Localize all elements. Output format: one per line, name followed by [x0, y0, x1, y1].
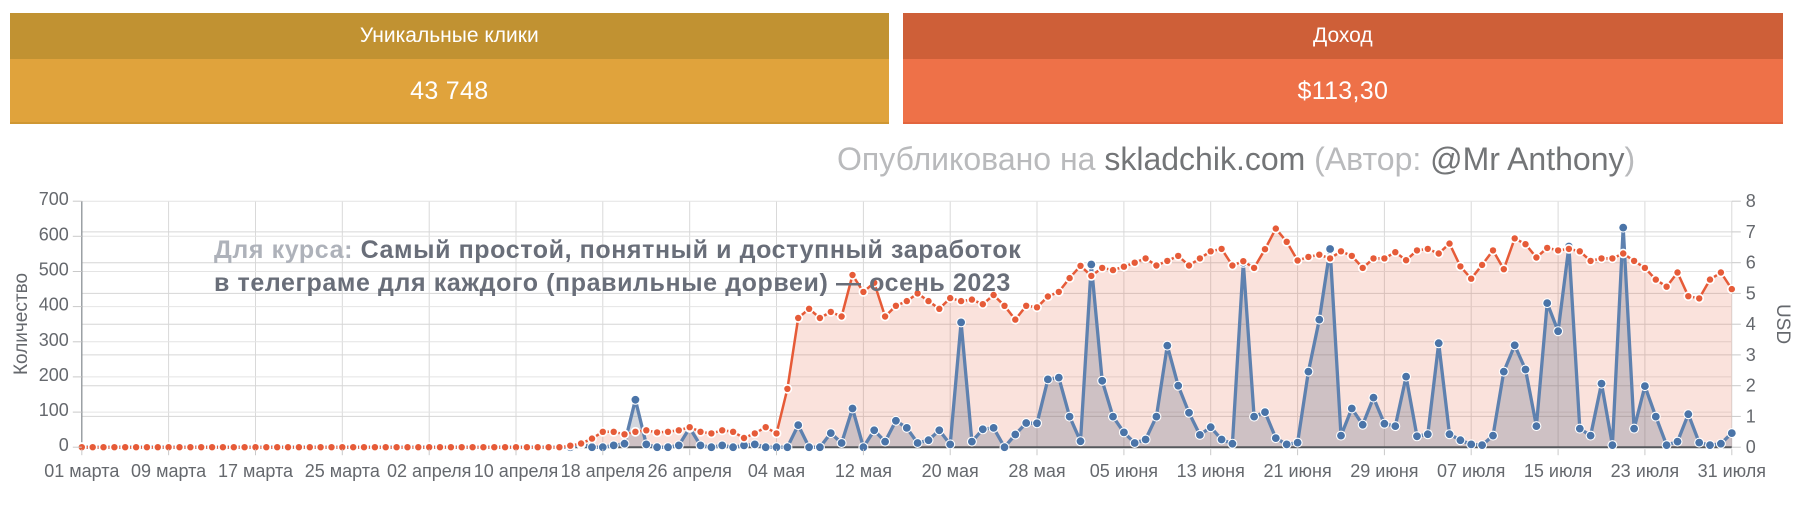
svg-text:8: 8 — [1746, 191, 1756, 211]
svg-text:3: 3 — [1746, 345, 1756, 365]
svg-text:05 июня: 05 июня — [1090, 461, 1158, 481]
svg-text:21 июня: 21 июня — [1263, 461, 1331, 481]
svg-text:1: 1 — [1746, 406, 1756, 426]
svg-text:0: 0 — [1746, 437, 1756, 457]
svg-text:4: 4 — [1746, 314, 1756, 334]
svg-text:7: 7 — [1746, 222, 1756, 242]
svg-text:04 мая: 04 мая — [748, 461, 805, 481]
svg-text:200: 200 — [39, 365, 69, 385]
svg-text:2: 2 — [1746, 376, 1756, 396]
svg-text:25 марта: 25 марта — [305, 461, 381, 481]
svg-text:31 июля: 31 июля — [1698, 461, 1766, 481]
svg-text:400: 400 — [39, 295, 69, 315]
svg-text:29 июня: 29 июня — [1350, 461, 1418, 481]
svg-text:02 апреля: 02 апреля — [387, 461, 471, 481]
svg-text:17 марта: 17 марта — [218, 461, 294, 481]
svg-text:20 мая: 20 мая — [922, 461, 979, 481]
svg-text:700: 700 — [39, 189, 69, 209]
svg-text:18 апреля: 18 апреля — [561, 461, 645, 481]
svg-text:0: 0 — [59, 435, 69, 455]
svg-text:01 марта: 01 марта — [44, 461, 120, 481]
svg-text:13 июня: 13 июня — [1177, 461, 1245, 481]
svg-text:USD: USD — [1772, 304, 1793, 344]
svg-text:300: 300 — [39, 330, 69, 350]
svg-text:12 мая: 12 мая — [835, 461, 892, 481]
svg-text:5: 5 — [1746, 283, 1756, 303]
svg-text:15 июля: 15 июля — [1524, 461, 1592, 481]
svg-text:Количество: Количество — [11, 273, 32, 375]
svg-text:28 мая: 28 мая — [1008, 461, 1065, 481]
svg-text:600: 600 — [39, 224, 69, 244]
svg-text:500: 500 — [39, 260, 69, 280]
svg-text:10 апреля: 10 апреля — [474, 461, 558, 481]
svg-text:09 марта: 09 марта — [131, 461, 207, 481]
svg-text:26 апреля: 26 апреля — [647, 461, 731, 481]
svg-text:23 июля: 23 июля — [1611, 461, 1679, 481]
svg-text:100: 100 — [39, 400, 69, 420]
svg-text:07 июля: 07 июля — [1437, 461, 1505, 481]
svg-text:6: 6 — [1746, 253, 1756, 273]
